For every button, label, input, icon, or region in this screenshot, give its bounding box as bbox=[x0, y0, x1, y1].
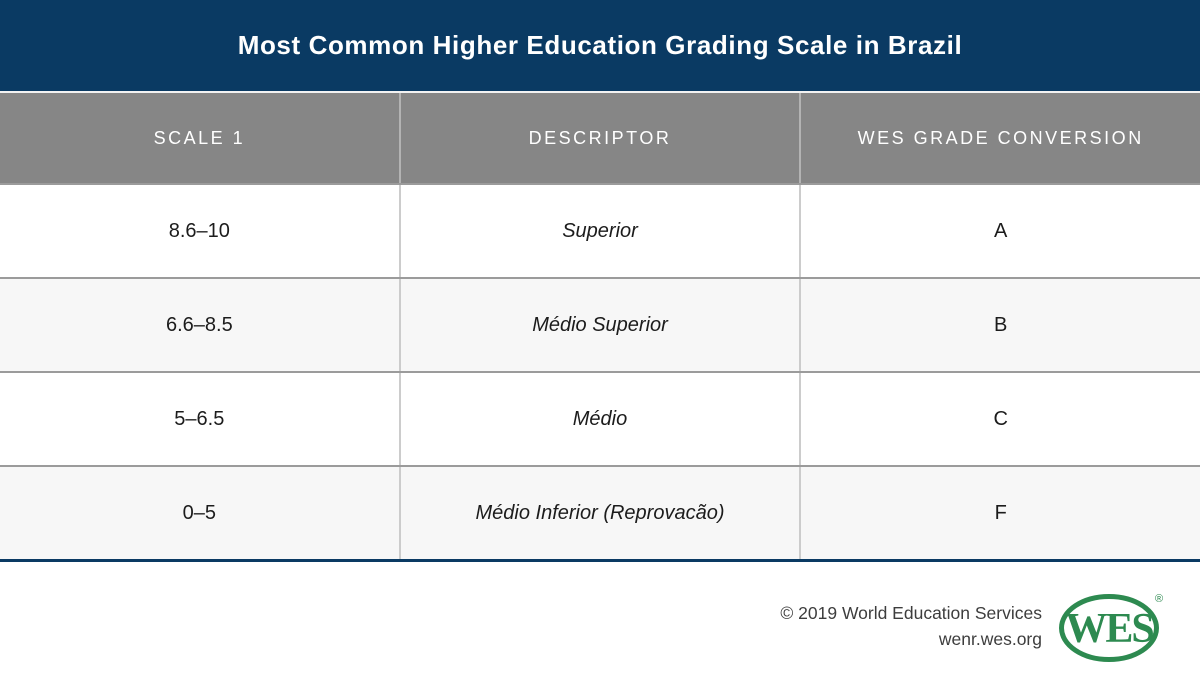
column-header-wes-grade: WES GRADE CONVERSION bbox=[857, 127, 1144, 148]
wes-logo: WES ® bbox=[1059, 593, 1163, 662]
cell-scale: 8.6–10 bbox=[0, 185, 401, 277]
wes-logo-text: WES bbox=[1065, 606, 1153, 652]
footer: © 2019 World Education Services wenr.wes… bbox=[0, 562, 1200, 662]
copyright-line: © 2019 World Education Services bbox=[780, 602, 1042, 623]
cell-scale: 6.6–8.5 bbox=[0, 279, 401, 371]
table-row: 6.6–8.5 Médio Superior B bbox=[0, 277, 1200, 371]
cell-descriptor: Médio Superior bbox=[401, 279, 802, 371]
title-bar: Most Common Higher Education Grading Sca… bbox=[0, 0, 1200, 93]
table-row: 5–6.5 Médio C bbox=[0, 371, 1200, 465]
cell-descriptor: Médio Inferior (Reprovacão) bbox=[401, 467, 802, 559]
cell-wes-grade: F bbox=[994, 501, 1007, 524]
registered-trademark-icon: ® bbox=[1155, 593, 1163, 605]
column-header-descriptor: DESCRIPTOR bbox=[401, 93, 802, 183]
cell-wes-grade: B bbox=[994, 313, 1008, 336]
cell-descriptor: Médio bbox=[401, 373, 802, 465]
table-row: 0–5 Médio Inferior (Reprovacão) F bbox=[0, 465, 1200, 559]
table-header-row: SCALE 1 DESCRIPTOR WES GRADE CONVERSION bbox=[0, 93, 1200, 183]
grading-table: SCALE 1 DESCRIPTOR WES GRADE CONVERSION … bbox=[0, 93, 1200, 562]
cell-descriptor: Superior bbox=[401, 185, 802, 277]
cell-wes-grade: C bbox=[993, 407, 1008, 430]
website-line: wenr.wes.org bbox=[938, 629, 1042, 649]
wes-logo-ellipse bbox=[1059, 594, 1159, 662]
cell-scale: 0–5 bbox=[0, 467, 401, 559]
table-row: 8.6–10 Superior A bbox=[0, 183, 1200, 277]
page-title: Most Common Higher Education Grading Sca… bbox=[237, 30, 963, 60]
footer-text: © 2019 World Education Services wenr.wes… bbox=[780, 600, 1042, 653]
column-header-scale: SCALE 1 bbox=[0, 93, 401, 183]
cell-scale: 5–6.5 bbox=[0, 373, 401, 465]
cell-wes-grade: A bbox=[994, 219, 1008, 242]
table-bottom-rule bbox=[0, 559, 1200, 562]
